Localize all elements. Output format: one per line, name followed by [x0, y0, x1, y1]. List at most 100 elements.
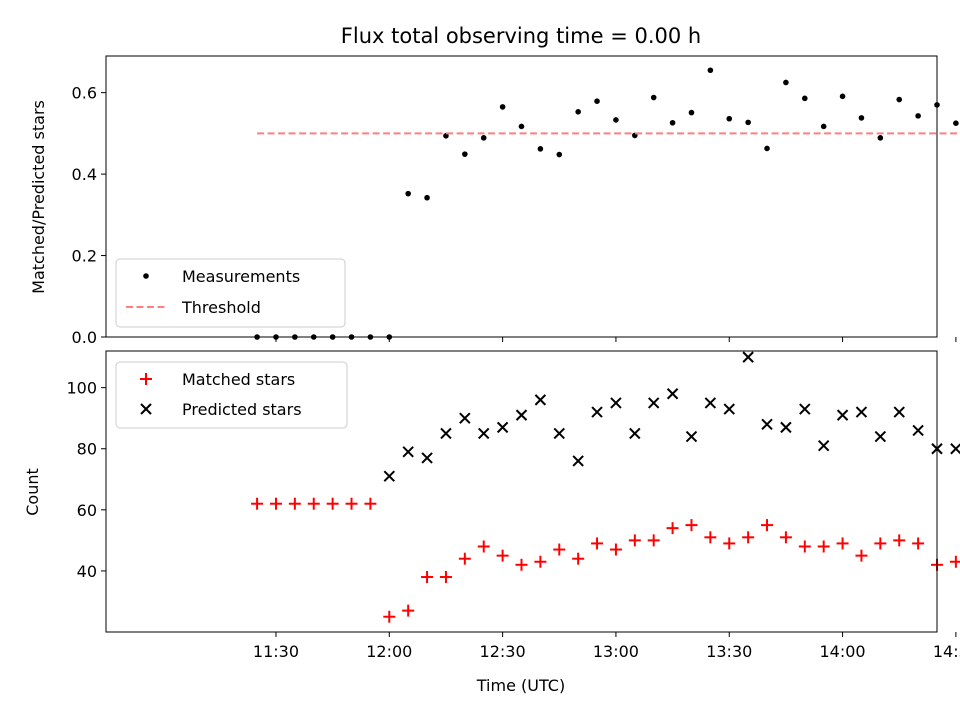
- measurement-point: [594, 98, 600, 105]
- predicted-star-point: [761, 418, 773, 431]
- matched-star-point: [515, 558, 528, 571]
- x-tick-label: 11:30: [253, 642, 299, 661]
- matched-star-point: [855, 549, 868, 562]
- matched-star-point: [723, 537, 736, 550]
- x-tick-label: 13:00: [593, 642, 639, 661]
- y-tick-label: 100: [66, 379, 97, 398]
- matched-star-point: [383, 610, 396, 623]
- legend-matched-label: Matched stars: [182, 370, 295, 389]
- matched-star-point: [307, 497, 320, 510]
- matched-star-point: [761, 519, 774, 532]
- x-tick-label: 13:30: [706, 642, 752, 661]
- count-y-axis-label: Count: [23, 468, 42, 516]
- predicted-star-point: [496, 421, 509, 434]
- matched-star-point: [364, 497, 377, 510]
- legend-matched-marker: [140, 373, 152, 385]
- matched-star-point: [251, 497, 264, 510]
- x-axis-label: Time (UTC): [476, 676, 565, 695]
- matched-star-point: [609, 543, 622, 556]
- predicted-star-point: [383, 470, 396, 482]
- matched-star-point: [742, 531, 755, 544]
- matched-star-point: [647, 534, 660, 547]
- measurement-point: [613, 117, 619, 123]
- matched-star-point: [817, 540, 830, 553]
- predicted-star-point: [534, 394, 547, 406]
- measurement-point: [688, 109, 695, 116]
- measurement-point: [745, 119, 751, 126]
- measurement-point: [726, 115, 733, 122]
- x-tick-label: 14:00: [820, 642, 866, 661]
- predicted-star-point: [685, 430, 698, 443]
- measurement-point: [839, 93, 846, 100]
- predicted-star-point: [515, 409, 528, 421]
- matched-star-point: [496, 549, 509, 562]
- y-tick-label: 40: [77, 562, 97, 581]
- predicted-star-point: [647, 397, 660, 409]
- predicted-star-point: [459, 412, 471, 424]
- legend-measurements-marker: [143, 273, 149, 279]
- measurement-point: [764, 145, 770, 152]
- measurement-point: [707, 67, 714, 74]
- count-legend: Matched stars Predicted stars: [115, 361, 348, 429]
- matched-star-point: [893, 534, 906, 547]
- measurement-point: [801, 95, 808, 102]
- predicted-star-point: [610, 397, 622, 409]
- measurement-point: [443, 133, 449, 139]
- y-tick-label: 0.6: [72, 84, 97, 103]
- predicted-star-point: [421, 452, 433, 464]
- measurement-point: [499, 104, 506, 110]
- matched-star-point: [572, 552, 585, 565]
- y-tick-label: 0.4: [72, 165, 97, 184]
- predicted-star-point: [742, 351, 754, 363]
- predicted-star-point: [591, 406, 603, 418]
- measurement-point: [783, 79, 789, 86]
- matched-star-point: [836, 537, 849, 550]
- predicted-star-point: [855, 406, 868, 418]
- measurement-point: [575, 108, 581, 115]
- count-plot-frame: [105, 350, 938, 633]
- measurement-point: [650, 94, 657, 101]
- measurement-point: [820, 123, 827, 130]
- ratio-plot-frame: [105, 55, 938, 338]
- measurement-point: [537, 146, 544, 152]
- y-tick-label: 0.0: [72, 328, 97, 347]
- predicted-star-point: [817, 439, 830, 452]
- matched-star-point: [798, 540, 811, 553]
- measurement-point: [405, 190, 411, 197]
- count-legend-box: [115, 361, 348, 429]
- legend-predicted-label: Predicted stars: [182, 400, 302, 419]
- matched-star-point: [553, 543, 566, 556]
- measurement-point: [480, 135, 487, 141]
- measurement-point: [858, 115, 865, 121]
- matched-star-point: [779, 531, 792, 544]
- predicted-star-point: [893, 406, 905, 418]
- matched-star-point: [345, 497, 358, 510]
- legend-threshold-label: Threshold: [181, 298, 261, 317]
- y-tick-label: 80: [77, 440, 97, 459]
- count-panel: 40 60 80 100 11:30 12:00 12:30 13:00 13:30 14:00…: [23, 350, 960, 695]
- predicted-star-point: [440, 427, 452, 440]
- predicted-star-point: [780, 421, 792, 434]
- legend-measurements-label: Measurements: [182, 267, 300, 286]
- matched-star-point: [534, 555, 547, 568]
- predicted-star-point: [629, 427, 641, 440]
- predicted-star-point: [950, 443, 960, 455]
- ratio-panel: 0.0 0.2 0.4 0.6 Matched/Predicted stars Mea…: [29, 55, 960, 347]
- matched-star-point: [477, 540, 490, 553]
- measurement-point: [556, 151, 563, 158]
- matched-star-point: [421, 571, 434, 584]
- y-tick-label: 0.2: [72, 247, 97, 266]
- measurement-point: [462, 151, 468, 157]
- x-tick-label: 12:00: [366, 642, 412, 661]
- measurement-point: [896, 96, 903, 103]
- predicted-star-point: [478, 427, 490, 440]
- chart-title: Flux total observing time = 0.00 h: [341, 24, 701, 48]
- predicted-star-point: [723, 403, 735, 415]
- matched-star-point: [591, 537, 604, 550]
- predicted-star-point: [402, 446, 414, 458]
- matched-star-point: [269, 497, 282, 510]
- matched-star-point: [874, 537, 887, 550]
- matched-star-point: [402, 604, 415, 617]
- measurement-point: [424, 194, 430, 201]
